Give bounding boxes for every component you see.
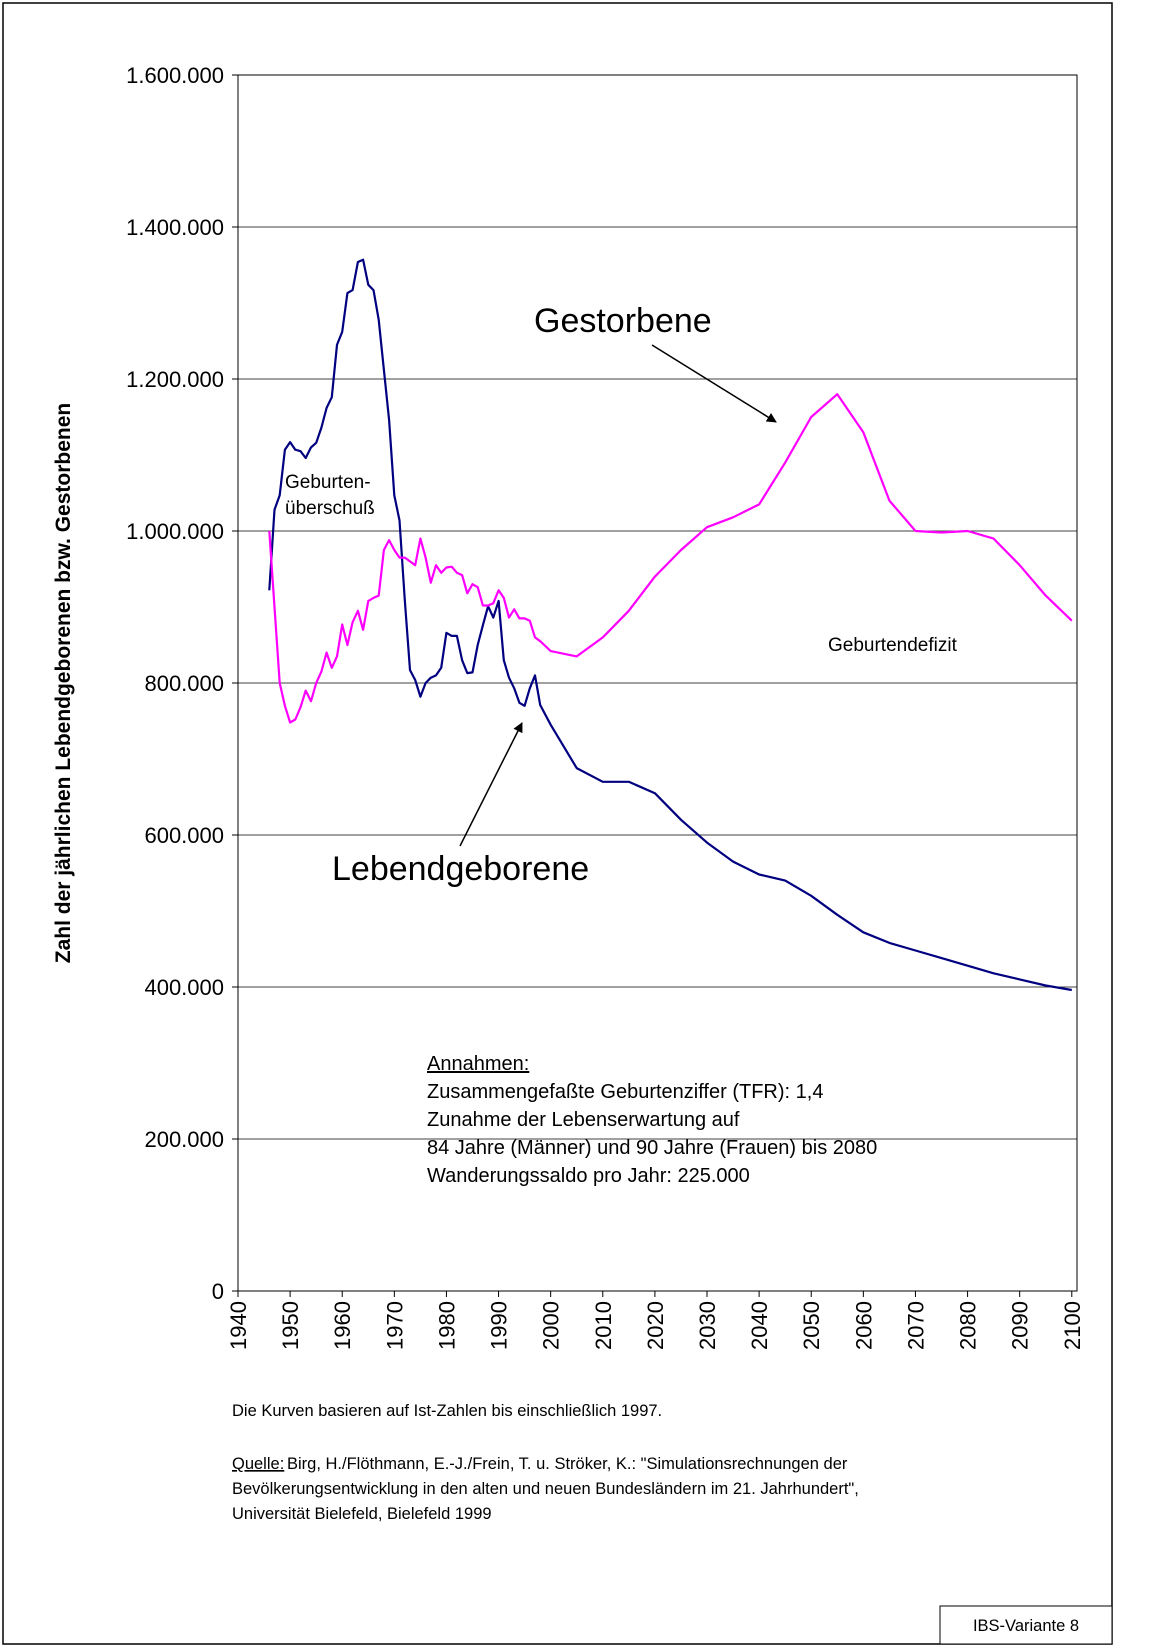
- x-tick-label: 1950: [278, 1301, 303, 1350]
- series-label: Lebendgeborene: [332, 850, 589, 888]
- page-frame: [2, 2, 1113, 1645]
- badge: IBS-Variante 8: [973, 1617, 1079, 1635]
- annotation: Geburtendefizit: [828, 635, 958, 656]
- assumption: Zusammengefaßte Geburtenziffer (TFR): 1,…: [427, 1081, 823, 1103]
- x-tick-label: 2100: [1060, 1301, 1085, 1350]
- x-tick-label: 1940: [226, 1301, 251, 1350]
- y-tick-label: 400.000: [144, 975, 224, 1000]
- source-text: Universität Bielefeld, Bielefeld 1999: [232, 1505, 492, 1523]
- x-tick-label: 2050: [799, 1301, 824, 1350]
- badge-box: [939, 1605, 1113, 1645]
- y-tick-label: 600.000: [144, 823, 224, 848]
- assumption: 84 Jahre (Männer) und 90 Jahre (Frauen) …: [427, 1137, 877, 1159]
- series-line: [268, 393, 1073, 724]
- assumption: Wanderungssaldo pro Jahr: 225.000: [427, 1165, 750, 1187]
- source-label: Quelle:: [232, 1455, 284, 1473]
- source-text: Birg, H./Flöthmann, E.-J./Frein, T. u. S…: [287, 1455, 848, 1473]
- y-tick-label: 1.600.000: [126, 63, 224, 88]
- labels: 0 200.000 400.000 600.000 800.000 1.000.000 1.…: [126, 63, 1085, 1350]
- plot-frame: [237, 74, 1078, 1292]
- x-tick-label: 1970: [382, 1301, 407, 1350]
- arrow: [651, 344, 777, 423]
- note: Die Kurven basieren auf Ist-Zahlen bis e…: [232, 1402, 662, 1420]
- series-label: Gestorbene: [534, 302, 712, 340]
- source-text: Bevölkerungsentwicklung in den alten und…: [232, 1480, 859, 1498]
- x-tick-label: 2080: [956, 1301, 981, 1350]
- x-tick-label: 2010: [591, 1301, 616, 1350]
- x-tick-label: 2030: [695, 1301, 720, 1350]
- arrow: [459, 722, 523, 847]
- x-tick-label: 2020: [643, 1301, 668, 1350]
- x-tick-label: 2090: [1008, 1301, 1033, 1350]
- y-tick-label: 200.000: [144, 1127, 224, 1152]
- assumptions-heading: Annahmen:: [427, 1053, 529, 1075]
- x-tick-label: 2040: [747, 1301, 772, 1350]
- x-tick-label: 1980: [434, 1301, 459, 1350]
- annotation: Geburten-: [285, 472, 371, 493]
- annotation: überschuß: [285, 498, 375, 519]
- y-axis-label: Zahl der jährlichen Lebendgeborenen bzw.…: [52, 403, 75, 963]
- x-tick-label: 2070: [903, 1301, 928, 1350]
- y-tick-label: 1.400.000: [126, 215, 224, 240]
- x-tick-label: 1960: [330, 1301, 355, 1350]
- x-tick-label: 2060: [851, 1301, 876, 1350]
- y-tick-label: 1.200.000: [126, 367, 224, 392]
- x-tick-label: 1990: [487, 1301, 512, 1350]
- y-tick-label: 0: [212, 1279, 224, 1304]
- series-line: [268, 258, 1072, 992]
- series-lines: [268, 258, 1073, 992]
- assumption: Zunahme der Lebenserwartung auf: [427, 1109, 740, 1131]
- x-tick-label: 2000: [539, 1301, 564, 1350]
- y-tick-label: 800.000: [144, 671, 224, 696]
- y-tick-label: 1.000.000: [126, 519, 224, 544]
